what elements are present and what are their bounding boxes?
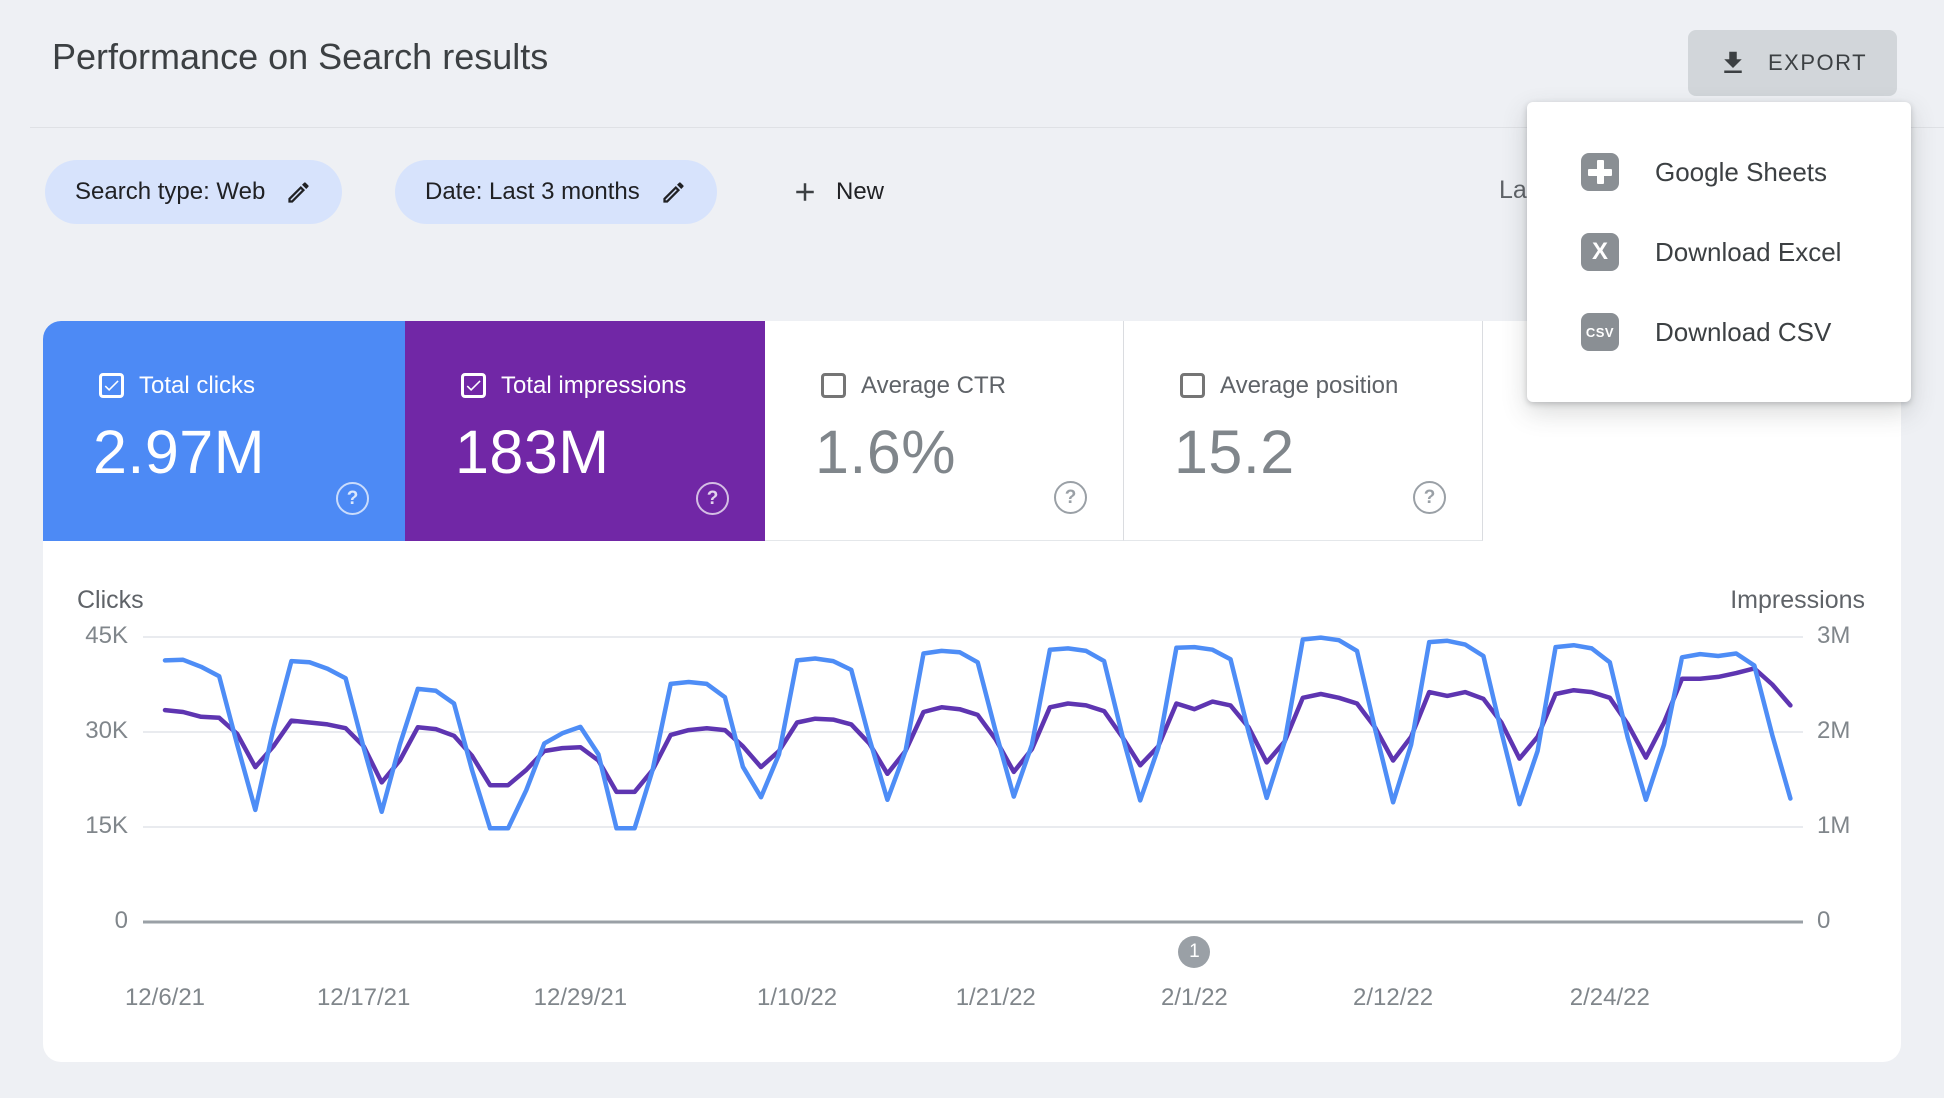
menu-item-google-sheets[interactable]: Google Sheets [1527, 132, 1911, 212]
x-axis-tick: 2/12/22 [1353, 984, 1434, 1011]
left-axis-title: Clicks [77, 586, 144, 614]
right-axis-tick: 1M [1817, 812, 1851, 839]
filter-chip-label: Search type: Web [75, 178, 266, 205]
left-axis-tick: 15K [85, 812, 128, 839]
checkbox-unchecked-icon[interactable] [821, 373, 846, 398]
help-icon[interactable]: ? [1054, 481, 1087, 514]
checkbox-checked-icon[interactable] [461, 373, 486, 398]
filter-chip-label: Date: Last 3 months [425, 178, 640, 205]
x-axis-tick: 12/29/21 [533, 984, 628, 1011]
metric-card-total-clicks[interactable]: Total clicks 2.97M ? [43, 321, 405, 541]
x-axis-tick: 12/6/21 [124, 984, 206, 1011]
help-icon[interactable]: ? [336, 482, 369, 515]
filter-chip-date[interactable]: Date: Last 3 months [395, 160, 717, 224]
checkbox-checked-icon[interactable] [99, 373, 124, 398]
new-filter-label: New [836, 178, 885, 205]
metric-card-total-impressions[interactable]: Total impressions 183M ? [405, 321, 765, 541]
menu-item-download-excel[interactable]: X Download Excel [1527, 212, 1911, 292]
header-divider [30, 127, 1944, 128]
annotation-marker-1[interactable]: 1 [1178, 936, 1211, 968]
help-icon[interactable]: ? [1413, 481, 1446, 514]
export-button[interactable]: EXPORT [1688, 30, 1897, 96]
new-filter-button[interactable]: New [790, 160, 884, 224]
metric-card-average-position[interactable]: Average position 15.2 ? [1124, 321, 1483, 541]
export-dropdown-menu: Google Sheets X Download Excel CSV Downl… [1527, 102, 1911, 402]
right-axis-tick: 3M [1817, 622, 1851, 649]
right-axis-tick: 2M [1817, 717, 1851, 744]
report-panel: Total clicks 2.97M ? Total impressions 1… [43, 321, 1901, 1062]
left-axis-tick: 45K [85, 622, 128, 649]
metric-card-average-ctr[interactable]: Average CTR 1.6% ? [765, 321, 1124, 541]
metric-label: Average CTR [861, 372, 1006, 399]
csv-icon: CSV [1581, 313, 1619, 351]
right-axis-title: Impressions [1730, 586, 1865, 614]
plus-icon [796, 183, 814, 201]
metric-value: 2.97M [93, 418, 266, 486]
pencil-icon [288, 181, 309, 203]
left-axis-tick: 0 [114, 907, 128, 934]
download-icon [1724, 51, 1742, 73]
metric-value: 15.2 [1174, 418, 1295, 486]
left-axis-tick: 30K [85, 717, 128, 744]
metric-value: 1.6% [815, 418, 957, 486]
x-axis-tick: 2/1/22 [1161, 984, 1228, 1011]
checkbox-unchecked-icon[interactable] [1180, 373, 1205, 398]
x-axis-tick: 12/17/21 [316, 984, 411, 1011]
help-icon[interactable]: ? [696, 482, 729, 515]
menu-item-download-csv[interactable]: CSV Download CSV [1527, 292, 1911, 372]
last-updated-text-truncated: La [1499, 176, 1527, 204]
google-sheets-icon [1581, 153, 1619, 191]
x-axis-tick: 1/10/22 [757, 984, 838, 1011]
filter-chip-search-type[interactable]: Search type: Web [45, 160, 343, 224]
menu-item-label: Download CSV [1655, 316, 1832, 347]
metric-value: 183M [455, 418, 610, 486]
excel-icon: X [1581, 233, 1619, 271]
export-button-label: EXPORT [1767, 50, 1868, 75]
metric-label: Average position [1220, 372, 1399, 399]
menu-item-label: Download Excel [1655, 236, 1842, 267]
metric-label: Total clicks [139, 372, 256, 399]
metric-label: Total impressions [501, 372, 687, 399]
pencil-icon [663, 181, 684, 203]
x-axis-tick: 1/21/22 [955, 984, 1036, 1011]
page-title: Performance on Search results [52, 36, 549, 77]
x-axis-tick: 2/24/22 [1569, 984, 1650, 1011]
right-axis-tick: 0 [1817, 907, 1831, 934]
menu-item-label: Google Sheets [1655, 156, 1828, 187]
